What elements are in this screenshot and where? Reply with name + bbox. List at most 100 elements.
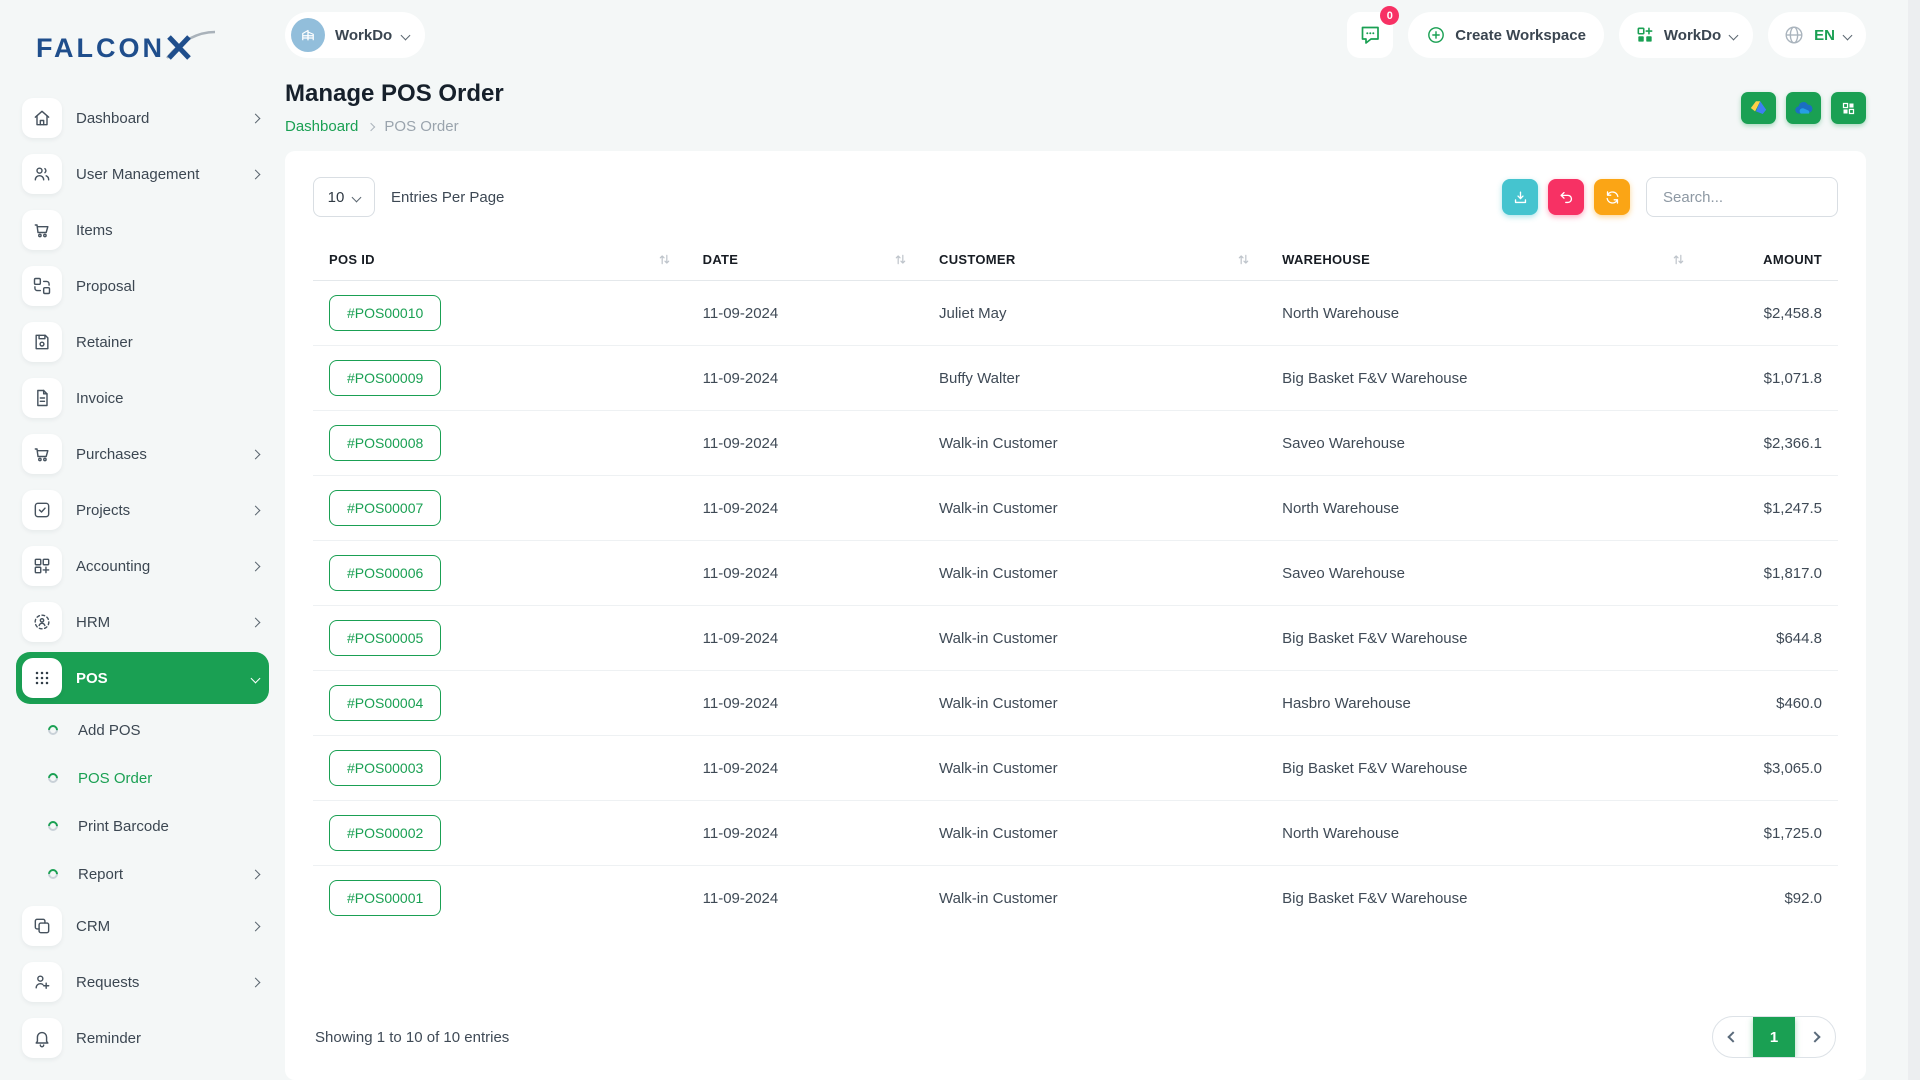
reset-button[interactable] xyxy=(1548,179,1584,215)
breadcrumb-dashboard-link[interactable]: Dashboard xyxy=(285,118,359,135)
sidebar-item-user-management[interactable]: User Management xyxy=(16,146,269,202)
chevron-right-icon xyxy=(250,617,261,627)
pos-id-cell: #POS00005 xyxy=(313,605,687,671)
page-scrollbar[interactable] xyxy=(1908,0,1920,1080)
pos-id-link[interactable]: #POS00002 xyxy=(329,815,442,851)
chevron-right-icon xyxy=(250,169,261,179)
sidebar-item-dashboard[interactable]: Dashboard xyxy=(16,90,269,146)
cart-icon xyxy=(22,434,62,474)
table-row: #POS00006 11-09-2024 Walk-in Customer Sa… xyxy=(313,540,1838,606)
create-workspace-button[interactable]: Create Workspace xyxy=(1408,12,1604,58)
column-header-warehouse[interactable]: WAREHOUSE xyxy=(1266,239,1701,281)
chevron-right-icon xyxy=(367,122,376,131)
account-menu[interactable]: WorkDo xyxy=(1618,12,1754,58)
logo-x-swoosh-icon xyxy=(166,30,216,60)
sidebar-item-crm[interactable]: CRM xyxy=(16,898,269,954)
amount-cell: $1,725.0 xyxy=(1700,800,1838,866)
sidebar-item-reminder[interactable]: Reminder xyxy=(16,1010,269,1066)
pagination-prev-button[interactable] xyxy=(1713,1017,1753,1057)
table-row: #POS00010 11-09-2024 Juliet May North Wa… xyxy=(313,280,1838,346)
chevron-down-icon xyxy=(351,192,362,202)
sidebar-subitem-pos-order[interactable]: POS Order xyxy=(16,754,269,802)
apps-grid-button[interactable] xyxy=(1831,92,1866,124)
warehouse-cell: Big Basket F&V Warehouse xyxy=(1282,889,1468,907)
table-row: #POS00007 11-09-2024 Walk-in Customer No… xyxy=(313,475,1838,541)
globe-icon xyxy=(1785,26,1803,44)
sidebar-item-projects[interactable]: Projects xyxy=(16,482,269,538)
chevron-right-icon xyxy=(250,505,261,515)
sidebar-item-invoice[interactable]: Invoice xyxy=(16,370,269,426)
pos-id-link[interactable]: #POS00004 xyxy=(329,685,442,721)
column-header-pos-id[interactable]: POS ID xyxy=(313,239,687,281)
pos-id-link[interactable]: #POS00005 xyxy=(329,620,442,656)
date-cell: 11-09-2024 xyxy=(686,605,923,671)
date-cell: 11-09-2024 xyxy=(686,800,923,866)
pos-id-link[interactable]: #POS00010 xyxy=(329,295,442,331)
sidebar-subitem-add-pos[interactable]: Add POS xyxy=(16,706,269,754)
pos-id-cell: #POS00003 xyxy=(313,735,687,801)
table-row: #POS00005 11-09-2024 Walk-in Customer Bi… xyxy=(313,605,1838,671)
sidebar-item-purchases[interactable]: Purchases xyxy=(16,426,269,482)
entries-per-page-select[interactable]: 10 xyxy=(313,177,375,217)
date-cell: 11-09-2024 xyxy=(686,410,923,476)
sidebar-item-retainer[interactable]: Retainer xyxy=(16,314,269,370)
sidebar-item-pos[interactable]: POS xyxy=(16,652,269,704)
sidebar-menu: Dashboard User Management Items Proposal xyxy=(0,90,285,1066)
pagination-next-button[interactable] xyxy=(1795,1017,1835,1057)
refresh-button[interactable] xyxy=(1594,179,1630,215)
pos-id-link[interactable]: #POS00008 xyxy=(329,425,442,461)
customer-cell: Buffy Walter xyxy=(923,345,1267,411)
table-controls: 10 Entries Per Page xyxy=(313,177,1838,217)
sidebar-item-proposal[interactable]: Proposal xyxy=(16,258,269,314)
chevron-right-icon xyxy=(250,449,261,459)
pos-id-link[interactable]: #POS00003 xyxy=(329,750,442,786)
customer-cell: Walk-in Customer xyxy=(923,605,1267,671)
pos-id-link[interactable]: #POS00007 xyxy=(329,490,442,526)
google-drive-button[interactable] xyxy=(1741,92,1776,124)
sidebar-item-requests[interactable]: Requests xyxy=(16,954,269,1010)
refresh-icon xyxy=(1606,190,1618,204)
sidebar-subitem-report[interactable]: Report xyxy=(16,850,269,898)
pos-order-card: 10 Entries Per Page xyxy=(285,151,1866,1080)
pos-id-cell: #POS00006 xyxy=(313,540,687,606)
pos-id-link[interactable]: #POS00009 xyxy=(329,360,442,396)
export-button[interactable] xyxy=(1502,179,1538,215)
search-input[interactable] xyxy=(1646,177,1838,217)
warehouse-cell: North Warehouse xyxy=(1266,280,1701,346)
workspace-avatar xyxy=(291,18,325,52)
language-selector[interactable]: EN xyxy=(1768,12,1866,58)
pagination-page-1[interactable]: 1 xyxy=(1753,1017,1795,1057)
column-header-amount: AMOUNT xyxy=(1700,239,1838,281)
sort-icon xyxy=(659,254,669,265)
undo-icon xyxy=(1560,191,1572,203)
pagination: 1 xyxy=(1712,1016,1836,1058)
workspace-selector[interactable]: WorkDo xyxy=(285,12,426,58)
messages-button[interactable]: 0 xyxy=(1347,6,1400,58)
entries-per-page-label: Entries Per Page xyxy=(391,188,505,206)
transform-icon xyxy=(22,266,62,306)
amount-cell: $460.0 xyxy=(1700,670,1838,736)
pos-id-link[interactable]: #POS00006 xyxy=(329,555,442,591)
customer-cell: Walk-in Customer xyxy=(923,410,1267,476)
table-footer: Showing 1 to 10 of 10 entries 1 xyxy=(313,1002,1838,1070)
warehouse-cell: Big Basket F&V Warehouse xyxy=(1266,605,1701,671)
sidebar-item-hrm[interactable]: HRM xyxy=(16,594,269,650)
pos-id-link[interactable]: #POS00001 xyxy=(329,880,442,916)
date-cell: 11-09-2024 xyxy=(702,889,779,907)
onedrive-button[interactable] xyxy=(1786,92,1821,124)
sidebar-item-items[interactable]: Items xyxy=(16,202,269,258)
pos-id-cell: #POS00010 xyxy=(313,280,687,346)
column-header-customer[interactable]: CUSTOMER xyxy=(923,239,1267,281)
download-icon xyxy=(1514,191,1526,203)
sidebar-subitem-print-barcode[interactable]: Print Barcode xyxy=(16,802,269,850)
topbar-right: 0 Create Workspace WorkDo EN xyxy=(1347,6,1866,58)
sidebar-item-accounting[interactable]: Accounting xyxy=(16,538,269,594)
customer-cell: Walk-in Customer xyxy=(923,735,1267,801)
column-header-date[interactable]: DATE xyxy=(686,239,923,281)
falconx-logo[interactable]: FALCON xyxy=(0,22,285,62)
plus-circle-icon xyxy=(1428,27,1445,43)
grid-plus-icon xyxy=(22,546,62,586)
cart-icon xyxy=(22,210,62,250)
chevron-right-icon xyxy=(250,921,261,931)
google-drive-icon xyxy=(1750,101,1767,114)
